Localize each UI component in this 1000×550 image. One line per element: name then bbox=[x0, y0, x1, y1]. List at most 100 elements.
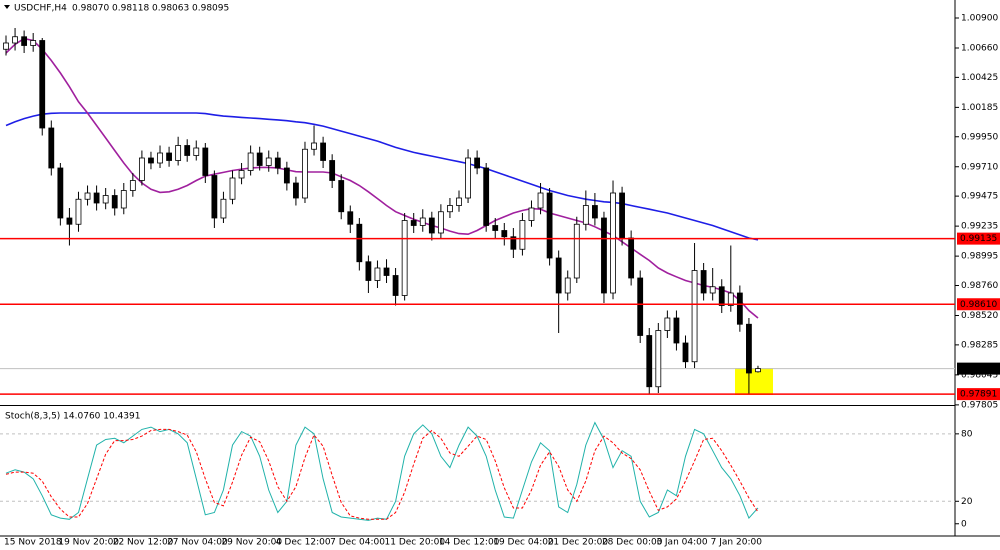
candle-body bbox=[519, 220, 526, 250]
candle-body bbox=[274, 157, 281, 169]
candle-body bbox=[120, 190, 127, 209]
candle-body bbox=[447, 205, 453, 213]
x-tick-label: 28 Dec 00:00 bbox=[602, 538, 663, 548]
candle-body bbox=[57, 167, 64, 219]
y-tick-label: 0.98760 bbox=[961, 281, 998, 291]
x-tick-label: 3 Jan 04:00 bbox=[656, 538, 708, 548]
level-label: 0.98610 bbox=[960, 300, 997, 310]
current-price-label: 0.98095 bbox=[960, 364, 997, 374]
candle-body bbox=[48, 127, 55, 169]
y-tick-label: 1.00185 bbox=[961, 103, 998, 113]
candle-body bbox=[374, 267, 381, 281]
candle-body bbox=[302, 148, 308, 199]
candle-body bbox=[383, 267, 390, 276]
y-tick-label: 0.98995 bbox=[961, 252, 998, 262]
candle-body bbox=[347, 211, 354, 225]
candle-body bbox=[238, 170, 245, 179]
header-close: 0.98095 bbox=[192, 4, 229, 14]
x-tick-label: 11 Dec 20:00 bbox=[385, 538, 446, 548]
candle-body bbox=[673, 317, 680, 344]
candle-body bbox=[148, 157, 154, 164]
highlight-box bbox=[735, 368, 773, 395]
stoch-title: Stoch(8,3,5) 14.0760 10.4391 bbox=[5, 412, 140, 422]
y-tick-label: 0.98520 bbox=[961, 311, 998, 321]
candle-body bbox=[129, 180, 136, 191]
candle-body bbox=[755, 368, 761, 373]
candle-body bbox=[166, 152, 172, 161]
y-tick-label: 0.97805 bbox=[961, 400, 998, 410]
candle-body bbox=[682, 342, 689, 363]
header-arrow bbox=[4, 5, 10, 9]
candle-body bbox=[510, 236, 517, 250]
candle-body bbox=[564, 277, 571, 294]
x-tick-label: 4 Dec 12:00 bbox=[276, 538, 331, 548]
candle-body bbox=[746, 323, 752, 374]
candle-body bbox=[30, 40, 37, 46]
candle-body bbox=[329, 160, 336, 181]
x-tick-label: 22 Nov 12:00 bbox=[113, 538, 174, 548]
candle-body bbox=[646, 335, 653, 388]
candle-body bbox=[320, 142, 327, 161]
candle-body bbox=[401, 220, 408, 296]
y-tick-label: 0.98285 bbox=[961, 340, 998, 350]
candle-body bbox=[21, 36, 28, 46]
candle-body bbox=[138, 157, 145, 181]
candle-body bbox=[456, 197, 462, 206]
candle-body bbox=[356, 223, 363, 263]
candle-body bbox=[655, 330, 662, 388]
candle-body bbox=[428, 217, 435, 234]
candle-body bbox=[691, 270, 698, 363]
candle-body bbox=[573, 223, 580, 279]
candle-body bbox=[628, 237, 635, 279]
current-price-box bbox=[957, 362, 1000, 375]
x-tick-label: 27 Nov 04:00 bbox=[167, 538, 228, 548]
candle-body bbox=[700, 270, 707, 294]
candle-body bbox=[12, 36, 18, 44]
y-tick-label: 1.00900 bbox=[961, 14, 998, 24]
candle-body bbox=[175, 145, 182, 161]
candle-body bbox=[546, 192, 553, 259]
candle-body bbox=[93, 192, 100, 204]
candle-body bbox=[419, 217, 426, 226]
candle-body bbox=[193, 147, 200, 156]
candle-body bbox=[555, 257, 562, 294]
level-label: 0.97891 bbox=[960, 390, 997, 400]
candle-body bbox=[220, 198, 227, 219]
candle-body bbox=[483, 167, 490, 226]
candle-body bbox=[256, 152, 263, 166]
candle-body bbox=[265, 157, 272, 166]
x-tick-label: 14 Dec 12:00 bbox=[439, 538, 500, 548]
candle-body bbox=[410, 220, 417, 226]
header-high: 0.98118 bbox=[112, 4, 149, 14]
candle-body bbox=[727, 292, 734, 306]
candle-body bbox=[311, 142, 317, 150]
header-low: 0.98063 bbox=[152, 4, 189, 14]
symbol: USDCHF,H4 bbox=[14, 4, 67, 14]
candle-body bbox=[102, 195, 109, 204]
candle-body bbox=[75, 198, 82, 225]
candle-body bbox=[528, 207, 535, 221]
level-label-box bbox=[957, 298, 1000, 311]
candle-body bbox=[582, 205, 589, 225]
x-tick-label: 7 Dec 04:00 bbox=[330, 538, 385, 548]
x-tick-label: 21 Dec 20:00 bbox=[548, 538, 609, 548]
candle-body bbox=[718, 286, 725, 306]
candle-body bbox=[465, 157, 471, 199]
candle-body bbox=[3, 42, 9, 50]
x-tick-label: 29 Nov 20:00 bbox=[221, 538, 282, 548]
level-label: 0.99135 bbox=[960, 234, 997, 244]
candle-body bbox=[338, 180, 345, 213]
candle-body bbox=[492, 225, 499, 231]
y-tick-label: 0.99950 bbox=[961, 132, 998, 142]
candle-body bbox=[84, 192, 91, 200]
candle-body bbox=[111, 195, 118, 209]
candle-body bbox=[474, 157, 481, 169]
candle-body bbox=[365, 261, 372, 281]
candle-body bbox=[501, 230, 508, 238]
level-label-box bbox=[957, 232, 1000, 245]
candle-body bbox=[736, 292, 743, 325]
candle-body bbox=[283, 167, 290, 184]
moving-average bbox=[5, 112, 759, 241]
header-open: 0.98070 bbox=[72, 4, 109, 14]
